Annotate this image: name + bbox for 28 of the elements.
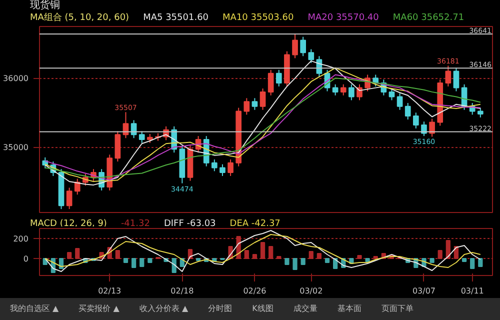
x-tick-label: 03/11 — [460, 286, 484, 296]
x-tick-label: 03/02 — [300, 286, 323, 296]
x-tick-label: 02/18 — [170, 286, 194, 296]
text: 买卖报价 ▲ — [78, 303, 120, 315]
y-tick-label: 200 — [13, 234, 29, 244]
text: 基本面 — [336, 303, 362, 315]
text: MA60 35652.71 — [392, 13, 464, 23]
text: -41.32 — [120, 219, 150, 229]
y-tick-label: 0 — [23, 254, 29, 264]
x-tick-label: 03/07 — [412, 286, 436, 296]
y-tick-label: 36000 — [3, 74, 29, 84]
legend-title: MA组合 (5, 10, 20, 60) — [30, 13, 130, 23]
text: 分时图 — [207, 303, 234, 315]
text: MA10 35503.60 — [222, 13, 294, 23]
text: K线图 — [251, 303, 274, 315]
text: DIFF -63.03 — [164, 219, 216, 229]
text: MA5 35501.60 — [143, 13, 209, 23]
text: MA20 35570.40 — [308, 13, 379, 23]
text: 页面下单 — [380, 303, 414, 315]
chart-title: 现货铜 — [30, 0, 61, 12]
x-tick-label: 02/13 — [98, 286, 122, 296]
text: 收入分价表 ▲ — [138, 303, 190, 315]
y-tick-label: 35000 — [3, 143, 29, 152]
series-label: DEA -42.37 — [230, 219, 280, 229]
text: 成交量 — [292, 303, 318, 315]
legend-title: MACD (12, 26, 9) — [30, 219, 107, 229]
text: 我的自选区 ▲ — [9, 303, 60, 315]
x-tick-label: 02/26 — [243, 286, 266, 296]
